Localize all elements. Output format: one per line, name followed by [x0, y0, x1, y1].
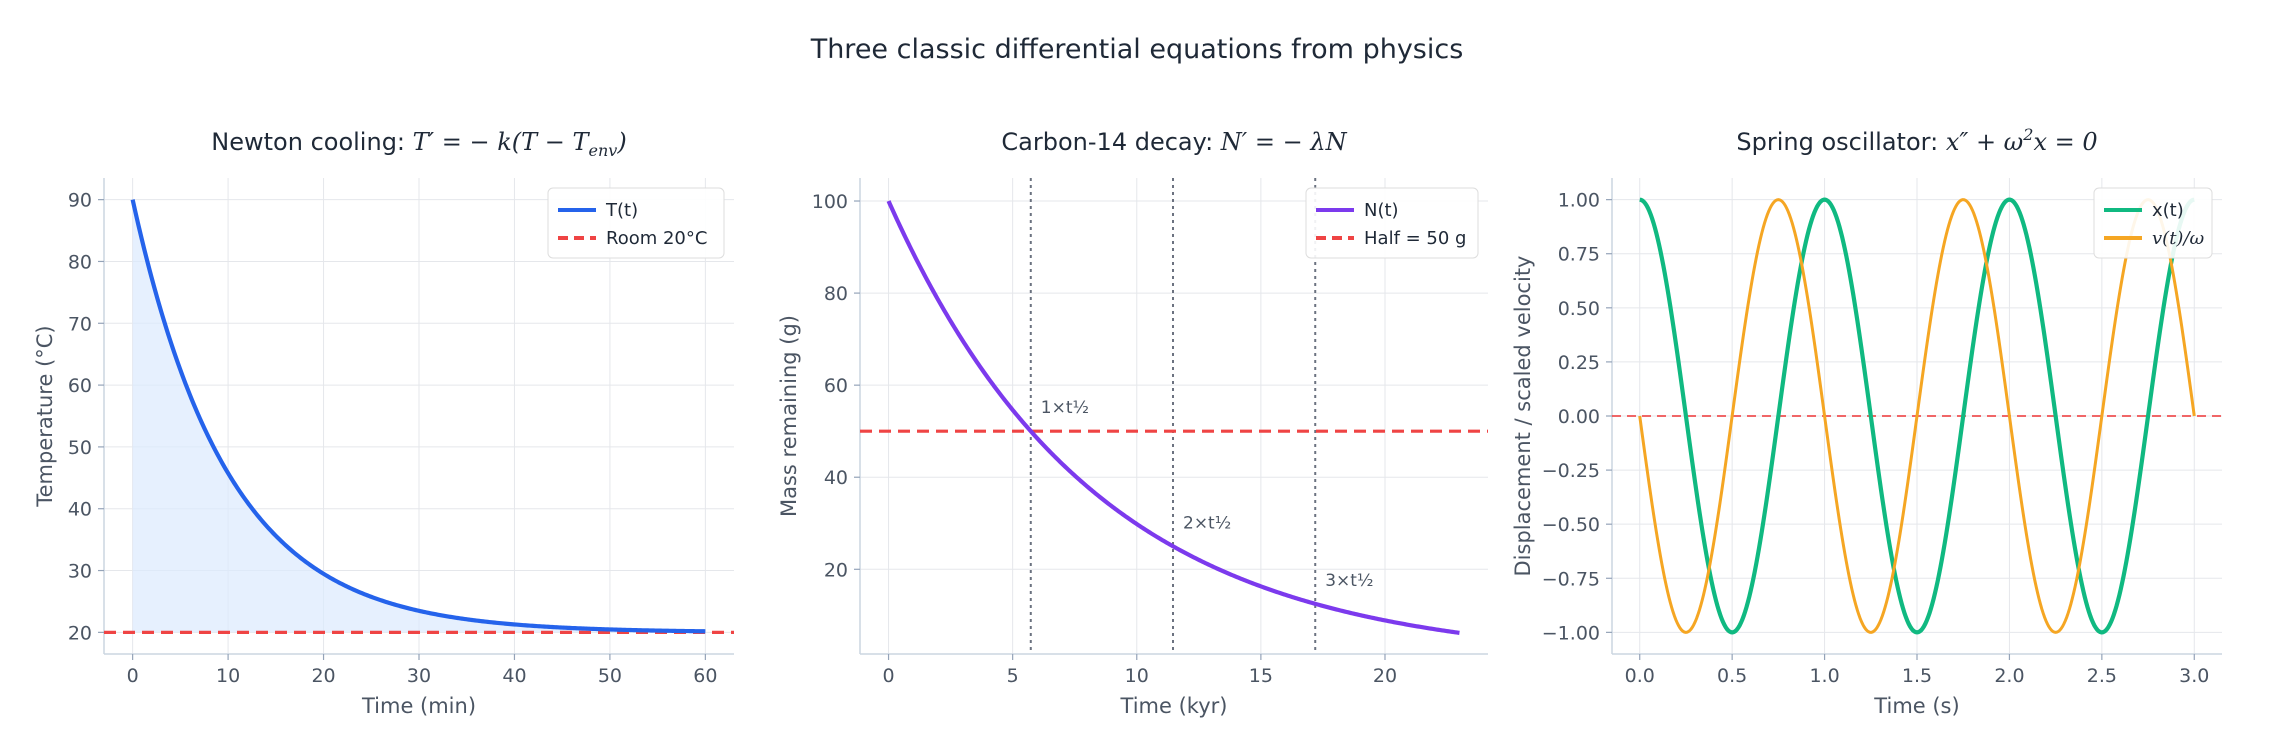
legend-frame	[2093, 187, 2213, 259]
y-tick-label: 0.75	[1558, 244, 1600, 266]
x-tick-label: 0.0	[1625, 665, 1655, 687]
series-line-temperature	[130, 199, 706, 634]
legend: T(t) Room 20°C	[547, 187, 725, 259]
y-tick-label: 40	[824, 467, 848, 489]
y-tick-label: 60	[824, 375, 848, 397]
half-life-annotation: 1×t½	[1041, 398, 1089, 418]
x-axis-label: Time (s)	[1873, 694, 1959, 718]
panel-1: Newton cooling: T′ = − k(T − Tenv) 0 10 20 3…	[33, 128, 734, 718]
panel-title: Spring oscillator: x″ + ω2x = 0	[1736, 125, 2097, 156]
y-tick-label: 0.00	[1558, 406, 1600, 428]
y-tick-label: 60	[68, 375, 92, 397]
y-tick-label: −0.50	[1542, 514, 1600, 536]
legend: x(t) v(t)/ω	[2093, 187, 2213, 259]
y-tick-label: 50	[68, 437, 92, 459]
y-tick-label: 30	[68, 561, 92, 583]
y-tick-label: 40	[68, 499, 92, 521]
x-tick-label: 30	[407, 665, 431, 687]
legend-frame	[1305, 187, 1479, 259]
x-tick-label: 1.0	[1809, 665, 1839, 687]
panel-title: Newton cooling: T′ = − k(T − Tenv)	[211, 128, 626, 160]
grid-lines	[1612, 178, 2222, 654]
y-tick-label: 20	[824, 559, 848, 581]
panel-2: Carbon-14 decay: N′ = − λN 0 5 10 15 20 20 40 60…	[777, 128, 1488, 718]
series-line-displacement	[1639, 197, 2195, 635]
y-tick-label: 70	[68, 313, 92, 335]
panel-title: Carbon-14 decay: N′ = − λN	[1001, 128, 1347, 156]
panel-title-math: T′ = − k(T − T	[413, 128, 591, 156]
x-tick-label: 10	[216, 665, 240, 687]
legend-frame	[547, 187, 725, 259]
y-tick-label: 0.25	[1558, 352, 1600, 374]
y-tick-label: −0.25	[1542, 460, 1600, 482]
panel-title-math-end: )	[616, 128, 626, 156]
x-tick-label: 50	[598, 665, 622, 687]
x-tick-label: 0	[882, 665, 894, 687]
y-tick-label: 100	[812, 191, 848, 213]
legend-label: T(t)	[605, 200, 638, 221]
y-tick-label: 80	[68, 251, 92, 273]
y-axis-label: Mass remaining (g)	[777, 315, 801, 517]
x-tick-label: 40	[502, 665, 526, 687]
panel-title-math-end: x = 0	[2033, 128, 2097, 156]
panel-title-text: Spring oscillator:	[1736, 128, 1945, 156]
y-tick-label: 0.50	[1558, 298, 1600, 320]
panel-title-text: Newton cooling:	[211, 128, 412, 156]
panel-3: Spring oscillator: x″ + ω2x = 0 0.0 0.5 1.0…	[1511, 125, 2222, 718]
grid-lines	[860, 178, 1488, 654]
x-tick-label: 1.5	[1902, 665, 1932, 687]
x-axis-label: Time (min)	[361, 694, 476, 718]
x-tick-label: 20	[311, 665, 335, 687]
half-life-annotation: 2×t½	[1183, 513, 1231, 533]
panel-title-math: x″ + ω	[1946, 128, 2023, 156]
y-tick-label: 1.00	[1558, 190, 1600, 212]
legend-label: v(t)/ω	[2152, 228, 2205, 249]
x-tick-label: 2.5	[2087, 665, 2117, 687]
panel-title-math-sub: env	[589, 141, 618, 160]
x-tick-label: 2.0	[1994, 665, 2024, 687]
panel-title-text: Carbon-14 decay:	[1001, 128, 1220, 156]
x-axis-label: Time (kyr)	[1120, 694, 1228, 718]
x-tick-label: 0.5	[1717, 665, 1747, 687]
legend-label: Room 20°C	[606, 228, 707, 249]
legend-label: N(t)	[1364, 200, 1399, 221]
panel-title-math-sup: 2	[2022, 125, 2033, 144]
figure-title: Three classic differential equations fro…	[810, 34, 1464, 65]
y-axis-label: Displacement / scaled velocity	[1511, 256, 1535, 577]
x-tick-label: 10	[1125, 665, 1149, 687]
series-line-mass	[886, 200, 1460, 635]
y-tick-label: 80	[824, 283, 848, 305]
x-tick-label: 20	[1373, 665, 1397, 687]
x-tick-label: 0	[127, 665, 139, 687]
x-tick-label: 60	[693, 665, 717, 687]
area-fill	[132, 199, 706, 633]
series-line-velocity	[1638, 198, 2196, 634]
x-tick-label: 3.0	[2179, 665, 2209, 687]
y-tick-label: −1.00	[1542, 622, 1600, 644]
legend-label: x(t)	[2152, 200, 2184, 221]
y-axis-label: Temperature (°C)	[33, 325, 57, 507]
x-tick-label: 5	[1007, 665, 1019, 687]
y-tick-label: −0.75	[1542, 568, 1600, 590]
x-tick-label: 15	[1249, 665, 1273, 687]
y-tick-label: 90	[68, 190, 92, 212]
y-tick-label: 20	[68, 622, 92, 644]
legend: N(t) Half = 50 g	[1305, 187, 1479, 259]
panel-title-math: N′ = − λN	[1220, 128, 1348, 156]
half-life-annotation: 3×t½	[1325, 571, 1373, 591]
legend-label: Half = 50 g	[1364, 228, 1466, 249]
